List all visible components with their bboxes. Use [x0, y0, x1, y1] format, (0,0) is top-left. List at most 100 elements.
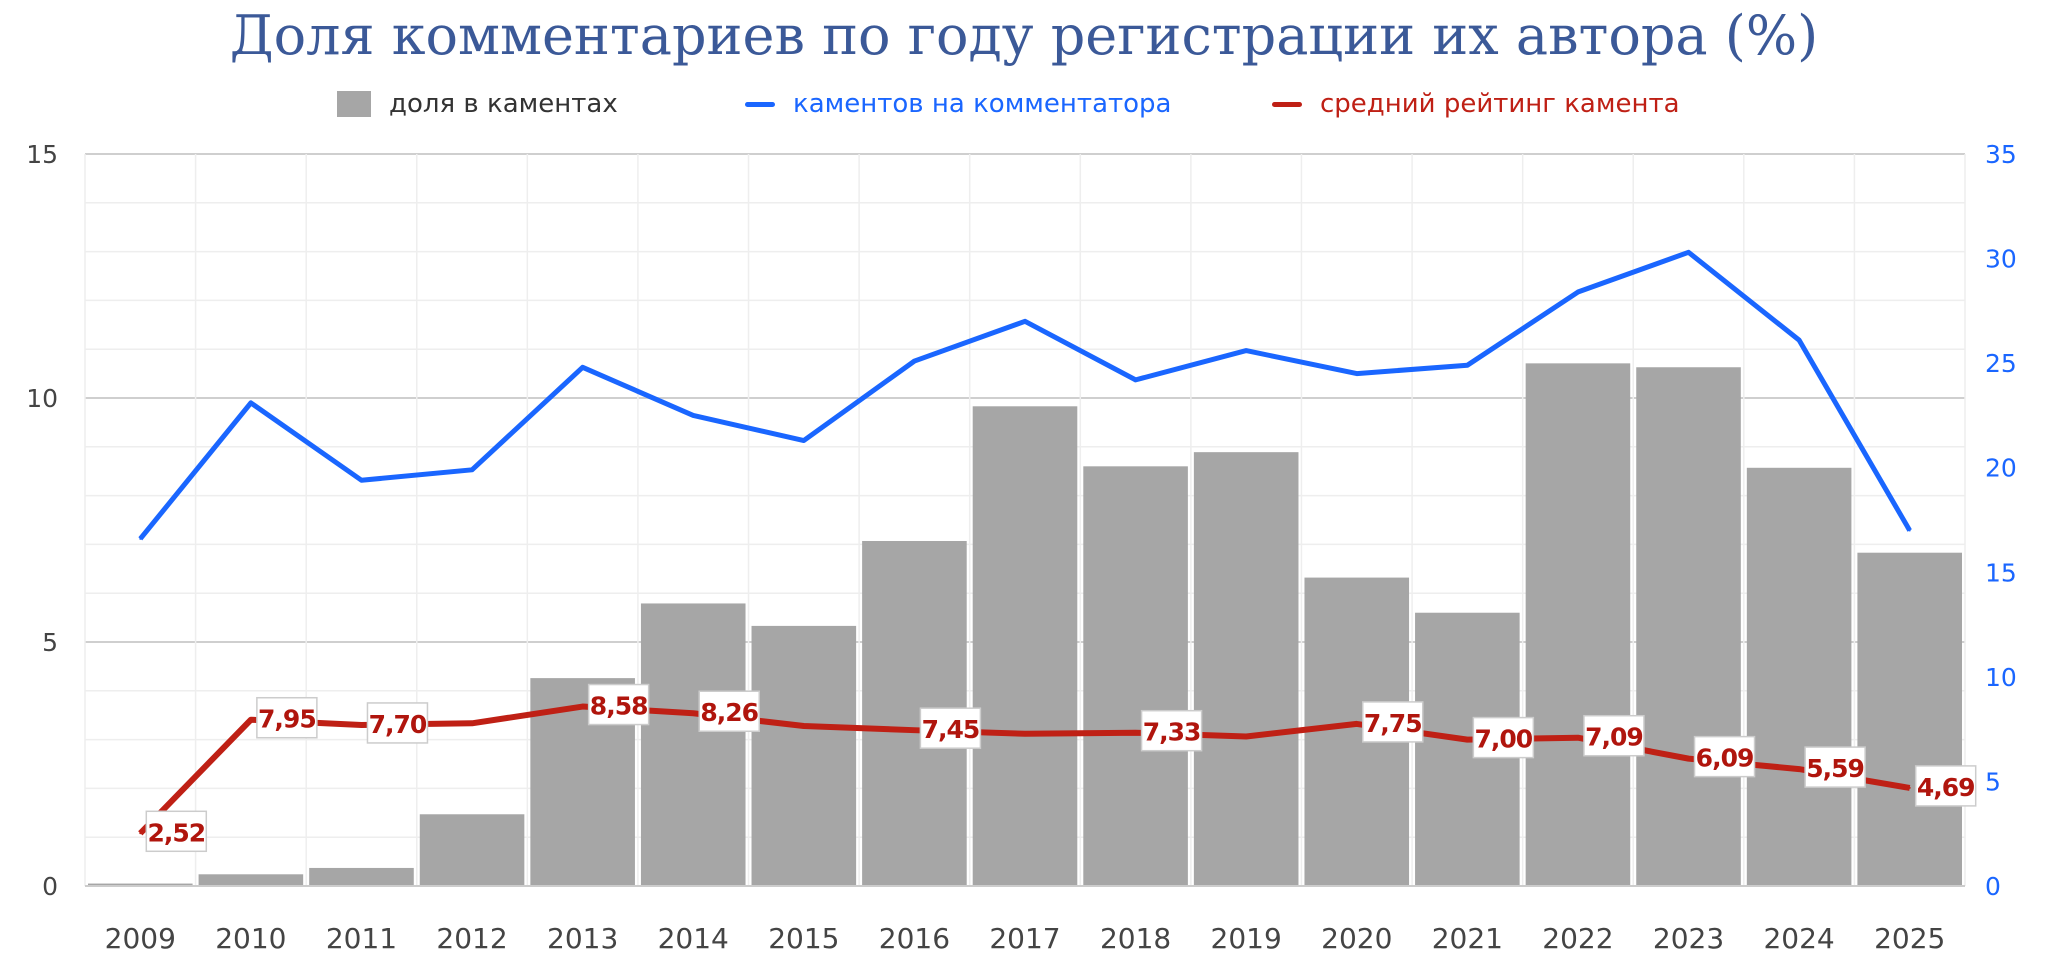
bar-2015	[751, 625, 857, 886]
line-point-2024	[1798, 339, 1801, 342]
data-label: 5,59	[1806, 754, 1864, 783]
bar-2011	[309, 867, 414, 886]
data-label-box	[366, 702, 429, 744]
bar-2023	[1636, 367, 1741, 887]
bar-2024	[1746, 467, 1852, 886]
line-point-2022	[1576, 291, 1579, 294]
line-point-2019	[1245, 735, 1248, 738]
data-label-box	[145, 810, 208, 853]
line-point-2015	[802, 725, 805, 728]
line-point-2009	[139, 537, 142, 540]
line-point-2016	[913, 360, 916, 363]
data-label: 7,09	[1585, 723, 1643, 752]
legend-line-swatch	[1272, 101, 1302, 107]
x-axis-tick: 2010	[215, 922, 286, 955]
x-axis-tick: 2009	[105, 922, 176, 955]
legend-label: каментов на комментатора	[793, 89, 1172, 119]
data-label-box	[698, 690, 760, 732]
line-point-2018	[1134, 378, 1137, 381]
data-label: 7,75	[1364, 709, 1422, 738]
line-point-2014	[692, 414, 695, 417]
bar-2009	[88, 883, 193, 886]
x-axis-tick: 2015	[768, 922, 839, 955]
legend-label: средний рейтинг камента	[1320, 89, 1680, 119]
line-point-2010	[249, 401, 252, 404]
x-axis-tick: 2020	[1321, 922, 1392, 955]
x-axis-tick: 2017	[989, 922, 1060, 955]
right-axis-tick: 25	[1985, 349, 2017, 378]
right-axis-tick: 15	[1985, 558, 2017, 587]
left-axis-tick: 0	[42, 872, 58, 901]
line-point-2023	[1687, 251, 1690, 254]
x-axis-tick: 2014	[658, 922, 729, 955]
bar-2014	[640, 603, 746, 886]
data-label: 8,26	[700, 698, 758, 727]
left-axis-tick: 10	[26, 384, 58, 413]
data-label-box	[1804, 746, 1866, 788]
data-label-box	[1140, 709, 1203, 752]
data-label-box	[587, 683, 650, 726]
right-axis-tick: 20	[1985, 454, 2017, 483]
x-axis-tick: 2011	[326, 922, 397, 955]
line-point-2016	[913, 729, 916, 732]
bar-2019	[1193, 452, 1299, 886]
data-label-box	[1472, 716, 1535, 759]
legend-line-swatch	[745, 101, 775, 107]
x-axis-tick: 2016	[879, 922, 950, 955]
line-point-2015	[802, 439, 805, 442]
line-point-2017	[1024, 320, 1026, 323]
line-point-2025	[1908, 786, 1911, 789]
data-label: 7,95	[258, 705, 316, 734]
data-label: 2,52	[147, 818, 205, 847]
line-point-2021	[1466, 738, 1469, 741]
right-axis-tick: 10	[1985, 663, 2017, 692]
line-point-2012	[471, 468, 474, 471]
line-point-2023	[1687, 757, 1690, 760]
data-label-box	[1583, 714, 1645, 757]
line-point-2020	[1355, 372, 1358, 375]
right-axis-tick: 30	[1985, 245, 2017, 274]
x-axis-tick: 2022	[1542, 922, 1613, 955]
x-axis-tick: 2023	[1653, 922, 1724, 955]
x-axis-tick: 2013	[547, 922, 618, 955]
data-label: 8,58	[590, 692, 648, 721]
right-axis-tick: 35	[1985, 140, 2017, 169]
data-label: 7,70	[369, 710, 427, 739]
right-axis-tick: 0	[1985, 872, 2001, 901]
legend-bar-swatch	[337, 91, 371, 117]
x-axis-tick: 2025	[1874, 922, 1945, 955]
line-point-2011	[360, 479, 363, 482]
data-label: 7,00	[1475, 725, 1533, 754]
line-point-2022	[1576, 736, 1579, 739]
legend-label: доля в каментах	[389, 89, 618, 119]
line-point-2017	[1024, 732, 1026, 735]
chart-title: Доля комментариев по году регистрации их…	[229, 4, 1819, 67]
bar-2018	[1083, 466, 1188, 886]
bar-2012	[419, 814, 525, 886]
line-point-2018	[1134, 731, 1137, 734]
left-axis-tick: 5	[42, 628, 58, 657]
line-point-2012	[471, 722, 474, 725]
x-axis-tick: 2018	[1100, 922, 1171, 955]
legend-item-share[interactable]: доля в каментах	[337, 86, 618, 122]
bar-2022	[1525, 363, 1631, 886]
data-label: 7,45	[922, 715, 980, 744]
data-label-box	[919, 707, 982, 749]
bar-2010	[198, 874, 304, 886]
line-point-2021	[1466, 364, 1469, 367]
line-point-2024	[1798, 768, 1801, 771]
data-label-box	[1914, 765, 1977, 807]
data-label-box	[1693, 735, 1756, 778]
line-point-2010	[249, 718, 252, 721]
right-axis-tick: 5	[1985, 767, 2001, 796]
x-axis-tick: 2019	[1211, 922, 1282, 955]
left-axis-tick: 15	[26, 140, 58, 169]
line-point-2014	[692, 712, 695, 715]
legend-item-comments-per-commenter[interactable]: каментов на комментатора	[745, 86, 1172, 122]
legend-item-avg-rating[interactable]: средний рейтинг камента	[1272, 86, 1680, 122]
x-axis-tick: 2012	[436, 922, 507, 955]
line-point-2013	[581, 705, 584, 708]
bar-2017	[972, 406, 1078, 886]
line-point-2025	[1908, 529, 1911, 532]
